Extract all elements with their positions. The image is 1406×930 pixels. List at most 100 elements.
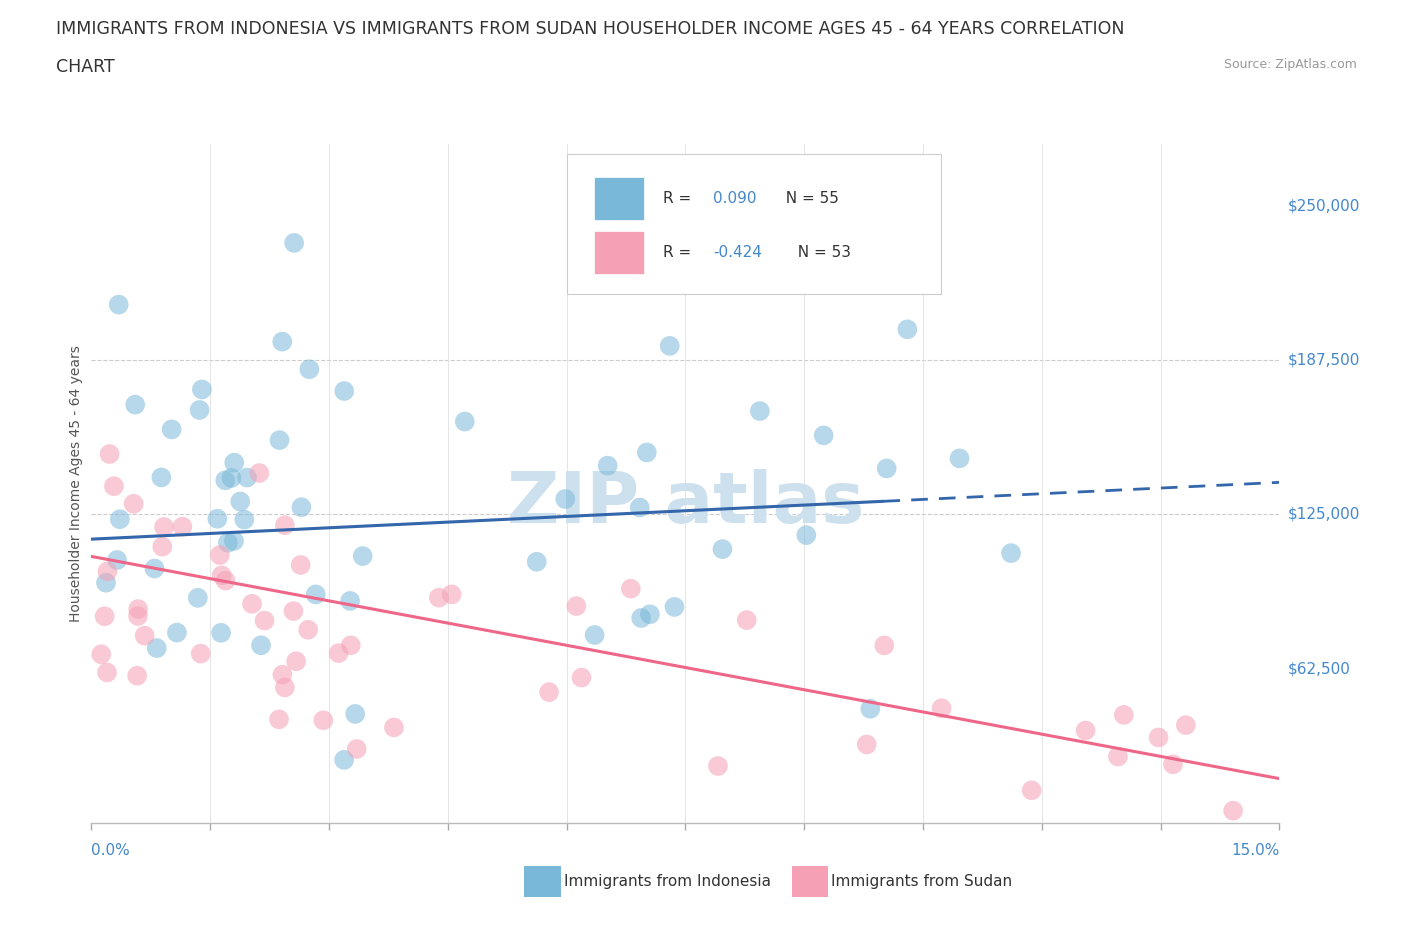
Point	[124, 397, 146, 412]
Text: 0.0%: 0.0%	[91, 844, 131, 858]
Text: $187,500: $187,500	[1288, 352, 1360, 367]
Text: N = 55: N = 55	[776, 191, 838, 206]
Text: R =: R =	[662, 191, 696, 206]
Point	[127, 669, 149, 684]
Point	[153, 520, 176, 535]
Point	[1174, 718, 1197, 733]
Point	[707, 759, 730, 774]
Point	[96, 665, 118, 680]
Point	[333, 383, 356, 398]
Point	[271, 667, 294, 682]
Text: $62,500: $62,500	[1288, 661, 1351, 676]
Point	[571, 671, 593, 685]
Point	[1074, 723, 1097, 737]
Point	[94, 576, 117, 591]
Point	[297, 622, 319, 637]
Point	[565, 599, 588, 614]
Point	[143, 561, 166, 576]
Point	[269, 432, 291, 447]
Point	[240, 596, 263, 611]
Point	[1222, 804, 1244, 818]
Point	[735, 613, 758, 628]
Point	[105, 552, 128, 567]
Point	[454, 414, 477, 429]
Point	[1161, 757, 1184, 772]
Point	[146, 641, 169, 656]
Text: Source: ZipAtlas.com: Source: ZipAtlas.com	[1223, 58, 1357, 71]
Point	[630, 611, 652, 626]
Point	[271, 334, 294, 349]
Point	[1107, 749, 1129, 764]
Point	[794, 527, 817, 542]
Point	[290, 499, 312, 514]
Point	[103, 479, 125, 494]
Point	[236, 470, 259, 485]
Point	[188, 403, 211, 418]
Point	[1147, 730, 1170, 745]
Text: R =: R =	[662, 246, 696, 260]
Point	[150, 539, 173, 554]
Point	[290, 557, 312, 572]
Point	[98, 446, 121, 461]
Text: Immigrants from Sudan: Immigrants from Sudan	[831, 874, 1012, 889]
Point	[187, 591, 209, 605]
Text: $250,000: $250,000	[1288, 198, 1360, 213]
Point	[813, 428, 835, 443]
Point	[217, 536, 239, 551]
Point	[440, 587, 463, 602]
Point	[554, 492, 576, 507]
Point	[127, 608, 149, 623]
Point	[896, 322, 918, 337]
Point	[620, 581, 643, 596]
Point	[333, 752, 356, 767]
Point	[526, 554, 548, 569]
Text: N = 53: N = 53	[787, 246, 851, 260]
FancyBboxPatch shape	[567, 154, 941, 294]
Point	[583, 628, 606, 643]
Point	[150, 470, 173, 485]
Point	[214, 573, 236, 588]
Point	[628, 500, 651, 515]
Point	[748, 404, 770, 418]
Point	[427, 591, 450, 605]
Text: -0.424: -0.424	[713, 246, 762, 260]
Point	[122, 497, 145, 512]
Point	[274, 518, 297, 533]
Point	[96, 564, 118, 578]
Point	[298, 362, 321, 377]
Point	[172, 519, 194, 534]
Point	[90, 647, 112, 662]
Point	[328, 645, 350, 660]
Point	[305, 587, 328, 602]
Text: Immigrants from Indonesia: Immigrants from Indonesia	[564, 874, 770, 889]
Point	[339, 638, 361, 653]
Point	[283, 235, 305, 250]
Point	[127, 602, 149, 617]
Point	[224, 455, 246, 470]
Point	[382, 720, 405, 735]
Point	[267, 712, 290, 727]
FancyBboxPatch shape	[593, 177, 644, 220]
Point	[283, 604, 305, 618]
Point	[250, 638, 273, 653]
Y-axis label: Householder Income Ages 45 - 64 years: Householder Income Ages 45 - 64 years	[69, 345, 83, 622]
Point	[876, 461, 898, 476]
Point	[855, 737, 877, 751]
Text: 0.090: 0.090	[713, 191, 756, 206]
Point	[222, 534, 245, 549]
Point	[108, 512, 131, 526]
Point	[214, 472, 236, 487]
Point	[859, 701, 882, 716]
Point	[596, 458, 619, 473]
Text: ZIP atlas: ZIP atlas	[506, 470, 865, 538]
FancyBboxPatch shape	[593, 231, 644, 274]
Point	[93, 609, 115, 624]
Point	[253, 613, 276, 628]
Point	[664, 600, 686, 615]
Point	[166, 625, 188, 640]
Point	[344, 707, 367, 722]
Point	[948, 451, 970, 466]
Point	[229, 494, 252, 509]
Point	[1021, 783, 1043, 798]
Point	[191, 382, 214, 397]
